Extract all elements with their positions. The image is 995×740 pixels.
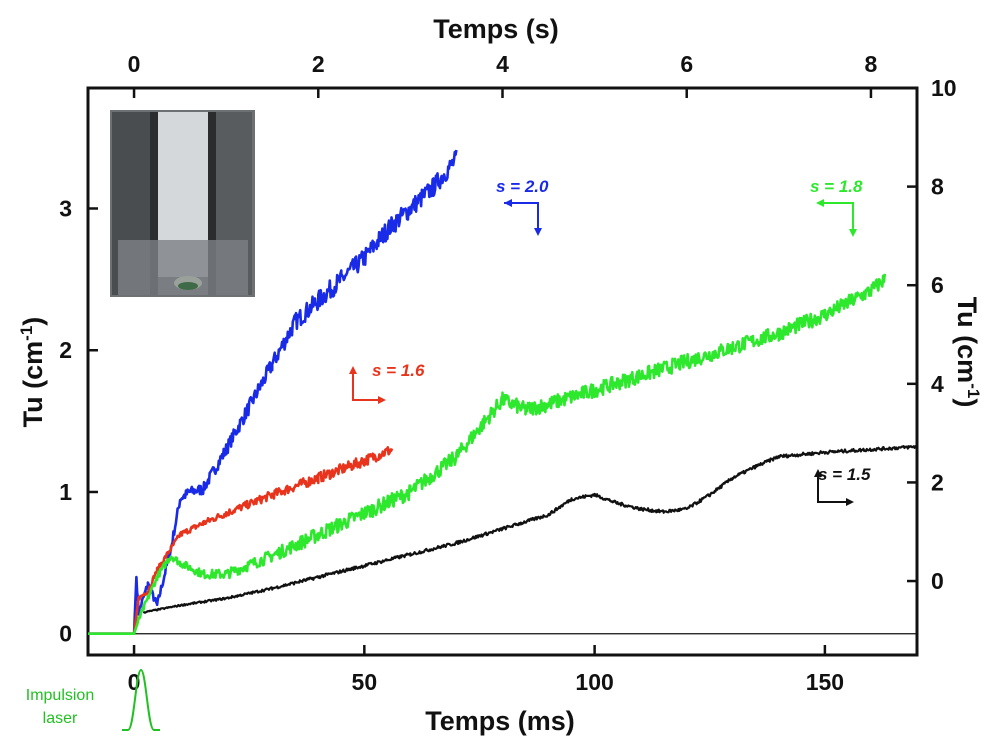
laser-label-line2: laser — [43, 710, 78, 727]
y-left-tick-label: 0 — [59, 621, 72, 647]
annotation-s16: s = 1.6 — [349, 361, 425, 404]
inset-photo — [110, 110, 255, 297]
x-tick-label: 100 — [575, 669, 613, 695]
y-right-title-close: ) — [952, 398, 982, 407]
y-left-title-sup: -1 — [17, 326, 36, 341]
y-right-tick-label: 2 — [931, 469, 944, 495]
annotation-s20-arrow — [528, 202, 539, 232]
annotation-s18: s = 1.8 — [810, 177, 863, 237]
x-axis-title-top: Temps (s) — [433, 14, 559, 44]
y-left-tick-label: 3 — [59, 195, 72, 221]
y-axis-title-right: Tu (cm-1) — [952, 297, 983, 408]
x-top-tick-label: 8 — [865, 51, 878, 77]
annotation-s20-text: s = 2.0 — [496, 177, 549, 196]
series-line — [87, 273, 887, 635]
annotation-s15: s = 1.5 — [814, 465, 871, 506]
y-left-title-main: Tu (cm — [18, 341, 48, 428]
x-top-tick-label: 6 — [680, 51, 693, 77]
y-right-tick-label: 10 — [931, 75, 957, 101]
y-axis-title-left: Tu (cm-1) — [17, 317, 48, 428]
x-top-tick-label: 2 — [312, 51, 325, 77]
annotation-s15-arrow — [817, 475, 848, 503]
annotation-s18-text: s = 1.8 — [810, 177, 863, 196]
y-left-tick-label: 1 — [59, 479, 72, 505]
x-axis-title-bottom: Temps (ms) — [425, 706, 575, 736]
y-right-tick-label: 4 — [931, 371, 944, 397]
laser-pulse-icon — [122, 668, 160, 731]
annotation-s20: s = 2.0 — [496, 177, 549, 236]
annotation-s16-text: s = 1.6 — [372, 361, 425, 380]
x-tick-label: 150 — [806, 669, 844, 695]
series-line — [142, 445, 918, 614]
y-left-title-close: ) — [18, 317, 48, 326]
y-right-tick-label: 0 — [931, 568, 944, 594]
x-top-tick-label: 4 — [496, 51, 509, 77]
laser-label-line1: Impulsion — [26, 687, 94, 704]
annotation-s15-text: s = 1.5 — [818, 465, 871, 484]
x-top-tick-label: 0 — [128, 51, 141, 77]
x-tick-label: 50 — [352, 669, 378, 695]
laser-pulse: Impulsion laser — [26, 668, 160, 731]
y-left-tick-label: 2 — [59, 337, 72, 363]
y-right-title-main: Tu (cm — [952, 297, 982, 384]
y-right-tick-label: 6 — [931, 272, 944, 298]
y-right-title-sup: -1 — [964, 383, 983, 398]
series-line — [87, 446, 394, 635]
y-right-tick-label: 8 — [931, 174, 944, 200]
annotation-s16-arrow — [352, 372, 380, 401]
annotation-s18-arrow — [822, 202, 854, 232]
